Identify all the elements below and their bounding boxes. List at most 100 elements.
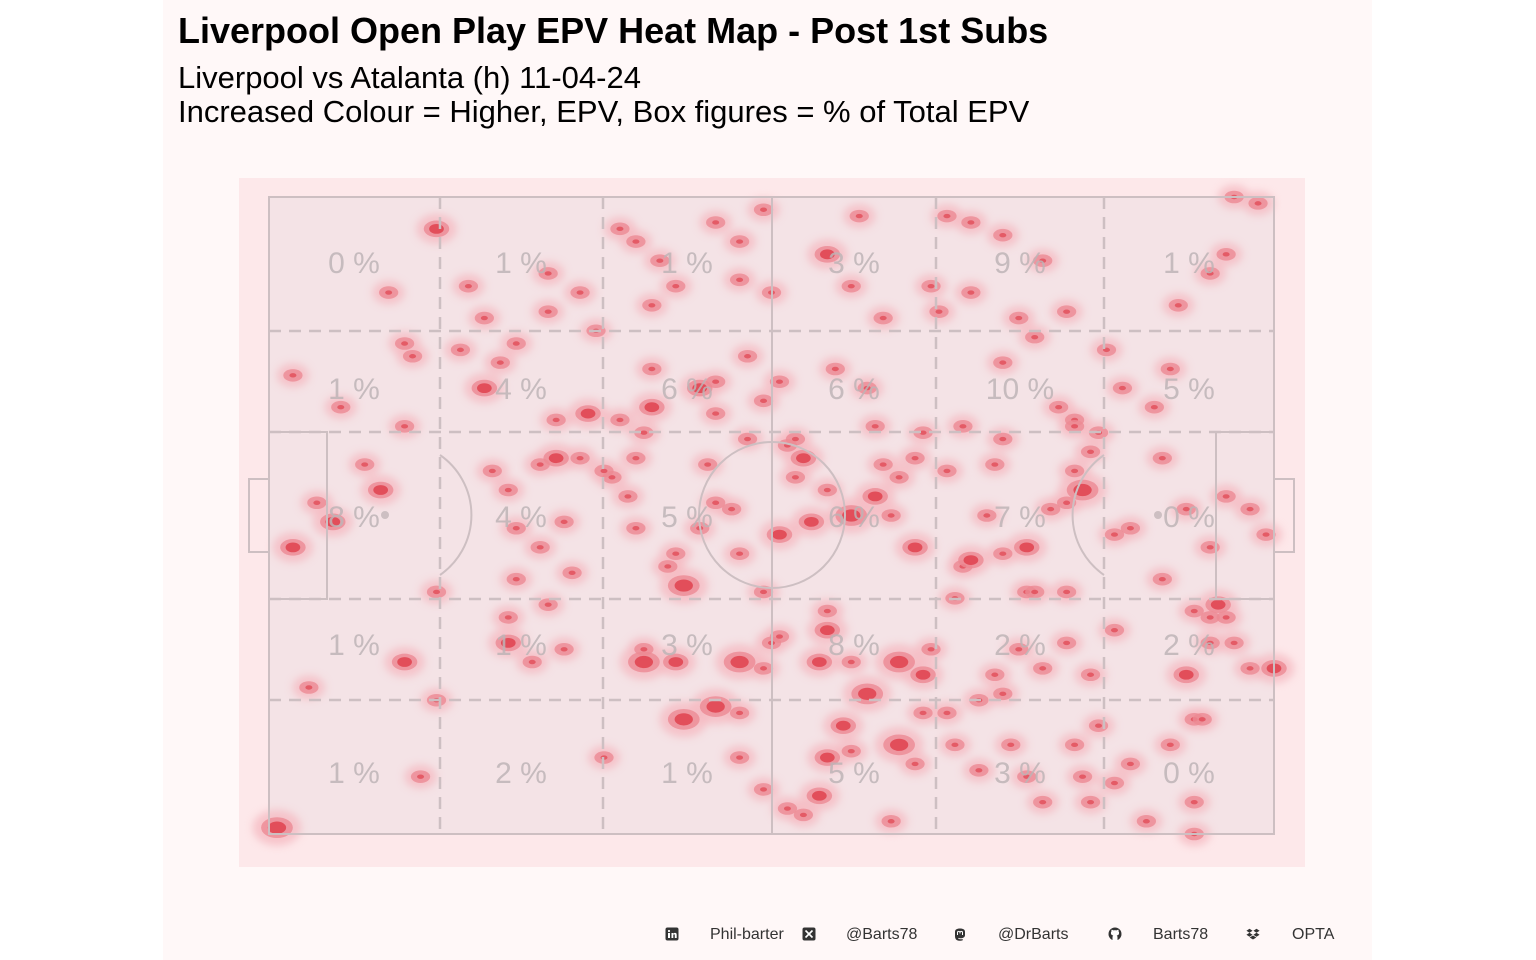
heat-blob-core [674, 713, 693, 726]
heat-blob-dot [1158, 455, 1166, 461]
heat-blob-dot [504, 487, 512, 493]
heat-blob-dot [736, 710, 744, 716]
linkedin-icon[interactable] [665, 927, 679, 941]
chart-subtitle-legend: Increased Colour = Higher, EPV, Box figu… [178, 94, 1030, 129]
heat-blob-dot [760, 666, 768, 671]
footer-credits: Phil-barter @Barts78 @DrBarts Barts78 OP… [0, 924, 1536, 948]
heat-blob-core [819, 625, 835, 636]
heat-blob-dot [664, 564, 672, 569]
heat-blob-dot [1047, 506, 1055, 512]
linkedin-handle[interactable]: Phil-barter [710, 926, 784, 943]
zone-label: 1 % [661, 247, 713, 280]
heat-blob-dot [361, 462, 369, 467]
heat-blob-dot [1063, 309, 1071, 314]
heat-blob-dot [823, 487, 831, 493]
heat-blob-dot [1198, 717, 1206, 722]
heat-blob-core [889, 738, 909, 751]
heat-blob-dot [791, 475, 799, 480]
heat-blob-dot [648, 303, 656, 308]
mastodon-handle[interactable]: @DrBarts [998, 926, 1069, 943]
right-d-arc [1071, 454, 1105, 576]
zone-label: 3 % [994, 757, 1046, 790]
zone-label: 7 % [994, 501, 1046, 534]
zone-label: 9 % [994, 247, 1046, 280]
heat-blob-core [692, 383, 708, 393]
heat-blob-dot [855, 213, 863, 219]
zone-label: 1 % [495, 629, 547, 662]
github-icon[interactable] [1108, 927, 1122, 941]
heat-blob-dot [1110, 532, 1118, 537]
heat-blob-core [644, 402, 660, 413]
zone-label: 10 % [986, 373, 1054, 406]
heat-blob-core [819, 249, 835, 260]
heat-blob-core [963, 555, 979, 565]
heat-blob-dot [1071, 742, 1079, 748]
heat-blob-dot [760, 787, 768, 792]
heat-blob-core [429, 223, 444, 234]
heat-blob-dot [863, 385, 871, 391]
heat-blob-core [674, 579, 693, 592]
heat-blob-dot [552, 417, 560, 423]
heat-blob-core [477, 383, 492, 393]
heat-blob-dot [1063, 640, 1071, 646]
heat-blob-dot [943, 468, 951, 474]
heat-blob-dot [1110, 627, 1118, 633]
heat-blob-dot [512, 577, 520, 582]
heat-blob-dot [1206, 271, 1214, 276]
heat-blob-dot [1206, 640, 1214, 646]
heat-blob-dot [1254, 201, 1262, 206]
heat-blob-dot [632, 239, 640, 244]
zone-label: 0 % [1163, 757, 1215, 790]
heat-blob-dot [712, 220, 720, 225]
heat-blob-dot [560, 647, 568, 652]
zone-label: 5 % [661, 501, 713, 534]
heat-blob-dot [1118, 385, 1126, 391]
heat-blob-dot [951, 742, 959, 748]
heat-blob-dot [536, 545, 544, 550]
chart-title: Liverpool Open Play EPV Heat Map - Post … [178, 10, 1049, 51]
heat-blob-dot [744, 436, 752, 442]
heat-blob-dot [536, 462, 544, 467]
heat-blob-dot [704, 462, 712, 467]
zone-label: 0 % [328, 247, 380, 280]
heat-blob-dot [879, 315, 887, 321]
zone-label: 1 % [328, 757, 380, 790]
github-handle[interactable]: Barts78 [1153, 926, 1209, 943]
heat-blob-dot [736, 755, 744, 760]
x-icon[interactable] [802, 927, 816, 941]
heat-blob-dot [760, 207, 768, 212]
heat-blob-dot [1055, 405, 1063, 410]
heat-blob-core [812, 790, 827, 801]
heat-blob-core [706, 700, 725, 713]
zone-label: 6 % [828, 373, 880, 406]
zone-label: 5 % [1163, 373, 1215, 406]
heat-blob-dot [1110, 780, 1118, 786]
heat-blob-dot [791, 436, 799, 442]
heat-blob-core [819, 752, 835, 763]
heat-blob-dot [1087, 672, 1095, 677]
heat-blob-dot [744, 354, 752, 359]
heat-blob-dot [999, 360, 1007, 365]
heat-blob-core [373, 485, 389, 495]
heat-blob-dot [1007, 742, 1015, 748]
heat-blob-dot [576, 455, 584, 461]
heat-blob-dot [512, 341, 520, 346]
heat-blob-dot [512, 526, 520, 531]
mastodon-icon[interactable] [953, 927, 967, 941]
heat-blob-dot [1126, 761, 1134, 767]
heat-blob-dot [911, 761, 919, 767]
heat-blob-dot [1063, 500, 1071, 505]
heat-blob-core [842, 509, 861, 522]
x-handle[interactable]: @Barts78 [846, 926, 918, 943]
heat-blob-dot [879, 462, 887, 467]
heat-blob-dot [568, 570, 576, 576]
heat-blob-dot [959, 424, 967, 429]
heat-blob-dot [975, 768, 983, 773]
heat-blob-dot [632, 455, 640, 461]
heat-blob-dot [783, 806, 791, 811]
heat-blob-dot [831, 366, 839, 372]
heat-blob-dot [1087, 449, 1095, 454]
heat-blob-dot [1206, 545, 1214, 550]
heat-blob-dot [616, 226, 624, 232]
